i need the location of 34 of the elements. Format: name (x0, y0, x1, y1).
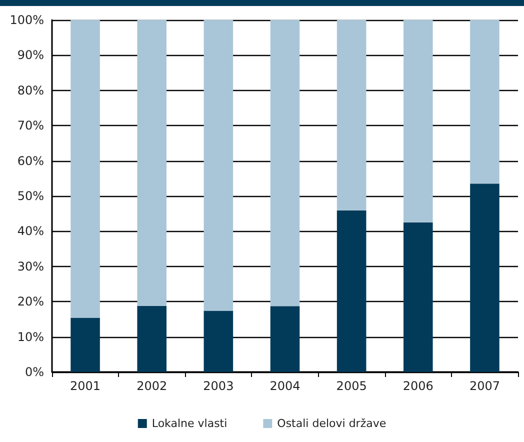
bar (470, 20, 500, 184)
legend-label: Ostali delovi države (277, 417, 386, 430)
y-tick-label: 50% (17, 189, 44, 203)
bar (204, 20, 234, 311)
x-tick-label: 2001 (70, 379, 101, 393)
y-tick-label: 40% (17, 224, 44, 238)
bar (137, 306, 167, 372)
x-tick-label: 2002 (136, 379, 168, 393)
bar (70, 318, 100, 372)
x-tick-label: 2007 (469, 379, 500, 393)
y-tick-label: 20% (17, 294, 44, 309)
bar (204, 310, 234, 372)
y-tick-label: 100% (10, 13, 44, 27)
bar (336, 210, 366, 372)
x-tick-label: 2006 (402, 379, 434, 393)
bar (270, 306, 300, 372)
y-tick-label: 30% (17, 259, 44, 274)
bar (137, 20, 167, 306)
x-tick-label: 2005 (336, 379, 367, 393)
y-tick-label: 0% (24, 365, 44, 379)
bar (470, 184, 500, 372)
y-tick-label: 10% (17, 330, 44, 344)
bar (270, 20, 300, 306)
y-tick-label: 70% (17, 118, 44, 133)
bar (403, 20, 433, 222)
legend-label: Lokalne vlasti (152, 417, 228, 430)
x-tick-label: 2004 (270, 379, 300, 393)
bar (403, 222, 433, 372)
bar (70, 20, 100, 318)
x-tick-label: 2003 (203, 379, 234, 393)
y-tick-label: 90% (17, 48, 44, 62)
y-tick-label: 80% (17, 83, 44, 98)
y-tick-label: 60% (17, 154, 44, 168)
bar (336, 20, 366, 210)
